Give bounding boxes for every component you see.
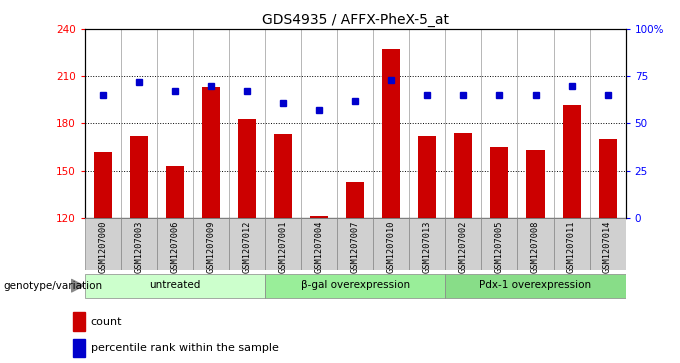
Text: GSM1207012: GSM1207012: [243, 220, 252, 273]
Text: GSM1207001: GSM1207001: [279, 220, 288, 273]
Bar: [310, 216, 328, 218]
Bar: [274, 134, 292, 218]
Bar: [490, 147, 509, 218]
Bar: [481, 218, 517, 270]
Text: GSM1207013: GSM1207013: [423, 220, 432, 273]
Text: GSM1207009: GSM1207009: [207, 220, 216, 273]
Bar: [130, 136, 148, 218]
Text: GSM1207000: GSM1207000: [99, 220, 107, 273]
Bar: [445, 218, 481, 270]
Bar: [418, 136, 437, 218]
Bar: [73, 313, 86, 331]
Text: GSM1207014: GSM1207014: [603, 220, 612, 273]
Bar: [202, 87, 220, 218]
Bar: [85, 274, 265, 298]
Bar: [193, 218, 229, 270]
Bar: [562, 105, 581, 218]
Bar: [238, 119, 256, 218]
Bar: [373, 218, 409, 270]
Bar: [409, 218, 445, 270]
Text: GSM1207005: GSM1207005: [495, 220, 504, 273]
Bar: [166, 166, 184, 218]
Polygon shape: [71, 280, 84, 292]
Bar: [121, 218, 157, 270]
Bar: [590, 218, 626, 270]
Text: GSM1207004: GSM1207004: [315, 220, 324, 273]
Text: count: count: [91, 317, 122, 327]
Text: GSM1207002: GSM1207002: [459, 220, 468, 273]
Bar: [346, 182, 364, 218]
Bar: [526, 150, 545, 218]
Text: Pdx-1 overexpression: Pdx-1 overexpression: [479, 280, 592, 290]
Text: GSM1207008: GSM1207008: [531, 220, 540, 273]
Text: untreated: untreated: [150, 280, 201, 290]
Text: GSM1207011: GSM1207011: [567, 220, 576, 273]
Text: GSM1207010: GSM1207010: [387, 220, 396, 273]
Title: GDS4935 / AFFX-PheX-5_at: GDS4935 / AFFX-PheX-5_at: [262, 12, 449, 26]
Text: GSM1207007: GSM1207007: [351, 220, 360, 273]
Text: β-gal overexpression: β-gal overexpression: [301, 280, 410, 290]
Bar: [73, 339, 86, 357]
Bar: [94, 152, 112, 218]
Text: GSM1207006: GSM1207006: [171, 220, 180, 273]
Bar: [554, 218, 590, 270]
Bar: [265, 218, 301, 270]
Bar: [85, 218, 121, 270]
Bar: [445, 274, 626, 298]
Bar: [301, 218, 337, 270]
Bar: [454, 133, 473, 218]
Text: genotype/variation: genotype/variation: [3, 281, 103, 291]
Bar: [157, 218, 193, 270]
Bar: [229, 218, 265, 270]
Bar: [517, 218, 554, 270]
Text: percentile rank within the sample: percentile rank within the sample: [91, 343, 279, 353]
Bar: [382, 49, 401, 218]
Bar: [265, 274, 445, 298]
Text: GSM1207003: GSM1207003: [135, 220, 143, 273]
Bar: [598, 139, 617, 218]
Bar: [337, 218, 373, 270]
